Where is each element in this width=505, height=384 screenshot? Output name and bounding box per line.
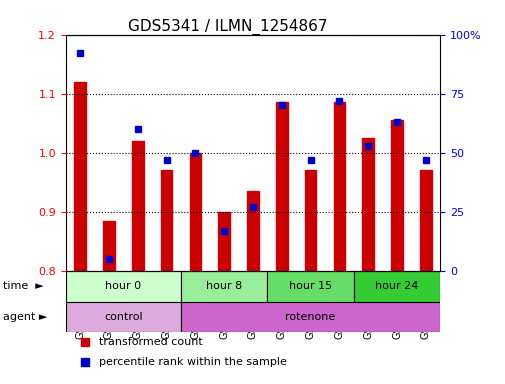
Bar: [390, 120, 402, 271]
Bar: [333, 103, 344, 271]
Bar: [353, 271, 439, 301]
Bar: [304, 170, 316, 271]
Text: time  ►: time ►: [3, 281, 43, 291]
Bar: [267, 271, 353, 301]
Text: hour 24: hour 24: [375, 281, 418, 291]
Bar: [74, 82, 86, 271]
Bar: [181, 271, 267, 301]
Bar: [132, 141, 143, 271]
Bar: [276, 103, 287, 271]
Text: percentile rank within the sample: percentile rank within the sample: [99, 358, 287, 367]
Text: hour 15: hour 15: [288, 281, 331, 291]
Text: control: control: [104, 312, 142, 322]
Text: agent ►: agent ►: [3, 312, 47, 322]
Bar: [362, 138, 373, 271]
Bar: [189, 153, 201, 271]
Text: hour 8: hour 8: [206, 281, 242, 291]
Bar: [419, 170, 431, 271]
Text: rotenone: rotenone: [285, 312, 335, 322]
Bar: [247, 191, 258, 271]
Bar: [181, 301, 439, 332]
Bar: [161, 170, 172, 271]
Text: hour 0: hour 0: [105, 281, 141, 291]
Bar: [218, 212, 229, 271]
Bar: [66, 301, 181, 332]
Text: GDS5341 / ILMN_1254867: GDS5341 / ILMN_1254867: [128, 19, 327, 35]
Text: transformed count: transformed count: [99, 338, 203, 348]
Bar: [103, 221, 115, 271]
Bar: [66, 271, 181, 301]
